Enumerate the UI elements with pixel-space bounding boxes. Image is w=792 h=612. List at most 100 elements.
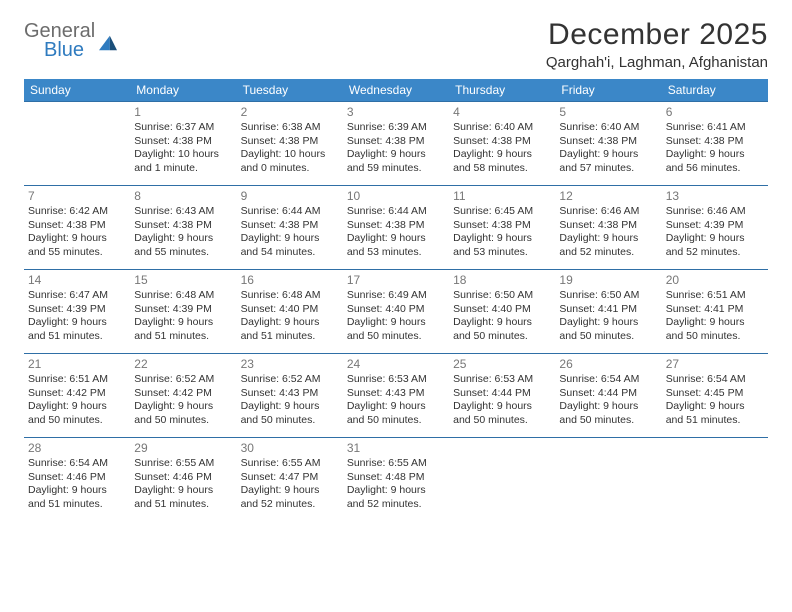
calendar-day-cell: 8Sunrise: 6:43 AMSunset: 4:38 PMDaylight… xyxy=(130,186,236,270)
sunrise-line: Sunrise: 6:44 AM xyxy=(241,205,339,219)
day-number: 1 xyxy=(134,105,232,119)
daylight-line: Daylight: 9 hours and 59 minutes. xyxy=(347,148,445,175)
day-number: 5 xyxy=(559,105,657,119)
sunrise-line: Sunrise: 6:55 AM xyxy=(241,457,339,471)
daylight-line: Daylight: 9 hours and 52 minutes. xyxy=(559,232,657,259)
day-info: Sunrise: 6:45 AMSunset: 4:38 PMDaylight:… xyxy=(453,205,551,260)
sunset-line: Sunset: 4:38 PM xyxy=(28,219,126,233)
day-info: Sunrise: 6:51 AMSunset: 4:42 PMDaylight:… xyxy=(28,373,126,428)
calendar-week-row: 1Sunrise: 6:37 AMSunset: 4:38 PMDaylight… xyxy=(24,102,768,186)
month-title: December 2025 xyxy=(546,18,768,52)
day-info: Sunrise: 6:54 AMSunset: 4:44 PMDaylight:… xyxy=(559,373,657,428)
sunset-line: Sunset: 4:44 PM xyxy=(559,387,657,401)
day-info: Sunrise: 6:52 AMSunset: 4:43 PMDaylight:… xyxy=(241,373,339,428)
daylight-line: Daylight: 9 hours and 50 minutes. xyxy=(347,400,445,427)
sunset-line: Sunset: 4:38 PM xyxy=(241,135,339,149)
sunset-line: Sunset: 4:39 PM xyxy=(28,303,126,317)
daylight-line: Daylight: 9 hours and 52 minutes. xyxy=(347,484,445,511)
sunset-line: Sunset: 4:41 PM xyxy=(559,303,657,317)
day-info: Sunrise: 6:38 AMSunset: 4:38 PMDaylight:… xyxy=(241,121,339,176)
weekday-header: Sunday xyxy=(24,79,130,102)
daylight-line: Daylight: 10 hours and 1 minute. xyxy=(134,148,232,175)
sunrise-line: Sunrise: 6:46 AM xyxy=(666,205,764,219)
calendar-day-cell xyxy=(449,438,555,522)
sunrise-line: Sunrise: 6:37 AM xyxy=(134,121,232,135)
calendar-day-cell: 1Sunrise: 6:37 AMSunset: 4:38 PMDaylight… xyxy=(130,102,236,186)
weekday-header: Wednesday xyxy=(343,79,449,102)
calendar-day-cell: 4Sunrise: 6:40 AMSunset: 4:38 PMDaylight… xyxy=(449,102,555,186)
daylight-line: Daylight: 9 hours and 55 minutes. xyxy=(134,232,232,259)
sunset-line: Sunset: 4:47 PM xyxy=(241,471,339,485)
sunset-line: Sunset: 4:39 PM xyxy=(666,219,764,233)
daylight-line: Daylight: 9 hours and 58 minutes. xyxy=(453,148,551,175)
sunset-line: Sunset: 4:40 PM xyxy=(347,303,445,317)
daylight-line: Daylight: 9 hours and 56 minutes. xyxy=(666,148,764,175)
calendar-day-cell: 16Sunrise: 6:48 AMSunset: 4:40 PMDayligh… xyxy=(237,270,343,354)
sunset-line: Sunset: 4:42 PM xyxy=(28,387,126,401)
day-number: 27 xyxy=(666,357,764,371)
sunset-line: Sunset: 4:45 PM xyxy=(666,387,764,401)
daylight-line: Daylight: 9 hours and 53 minutes. xyxy=(453,232,551,259)
calendar-week-row: 21Sunrise: 6:51 AMSunset: 4:42 PMDayligh… xyxy=(24,354,768,438)
daylight-line: Daylight: 9 hours and 51 minutes. xyxy=(134,484,232,511)
calendar-day-cell: 27Sunrise: 6:54 AMSunset: 4:45 PMDayligh… xyxy=(662,354,768,438)
sunrise-line: Sunrise: 6:55 AM xyxy=(347,457,445,471)
sunrise-line: Sunrise: 6:41 AM xyxy=(666,121,764,135)
sunset-line: Sunset: 4:42 PM xyxy=(134,387,232,401)
day-info: Sunrise: 6:55 AMSunset: 4:46 PMDaylight:… xyxy=(134,457,232,512)
calendar-week-row: 7 Sunrise: 6:42 AMSunset: 4:38 PMDaylight… xyxy=(24,186,768,270)
sunset-line: Sunset: 4:40 PM xyxy=(241,303,339,317)
day-info: Sunrise: 6:43 AMSunset: 4:38 PMDaylight:… xyxy=(134,205,232,260)
daylight-line: Daylight: 9 hours and 51 minutes. xyxy=(666,400,764,427)
day-number: 3 xyxy=(347,105,445,119)
sunrise-line: Sunrise: 6:44 AM xyxy=(347,205,445,219)
sunrise-line: Sunrise: 6:52 AM xyxy=(134,373,232,387)
day-number: 24 xyxy=(347,357,445,371)
day-number: 7 xyxy=(28,189,126,203)
sunset-line: Sunset: 4:48 PM xyxy=(347,471,445,485)
day-number: 14 xyxy=(28,273,126,287)
calendar-day-cell: 22Sunrise: 6:52 AMSunset: 4:42 PMDayligh… xyxy=(130,354,236,438)
sunrise-line: Sunrise: 6:54 AM xyxy=(28,457,126,471)
daylight-line: Daylight: 9 hours and 57 minutes. xyxy=(559,148,657,175)
sunrise-line: Sunrise: 6:45 AM xyxy=(453,205,551,219)
daylight-line: Daylight: 9 hours and 50 minutes. xyxy=(347,316,445,343)
day-number: 16 xyxy=(241,273,339,287)
day-info: Sunrise: 6:48 AMSunset: 4:39 PMDaylight:… xyxy=(134,289,232,344)
calendar-table: SundayMondayTuesdayWednesdayThursdayFrid… xyxy=(24,79,768,522)
calendar-day-cell xyxy=(24,102,130,186)
day-info: Sunrise: 6:40 AMSunset: 4:38 PMDaylight:… xyxy=(453,121,551,176)
title-block: December 2025 Qarghah'i, Laghman, Afghan… xyxy=(546,18,768,71)
calendar-day-cell: 31Sunrise: 6:55 AMSunset: 4:48 PMDayligh… xyxy=(343,438,449,522)
day-number: 2 xyxy=(241,105,339,119)
calendar-day-cell: 12Sunrise: 6:46 AMSunset: 4:38 PMDayligh… xyxy=(555,186,661,270)
daylight-line: Daylight: 9 hours and 50 minutes. xyxy=(559,400,657,427)
day-info: Sunrise: 6:42 AMSunset: 4:38 PMDaylight:… xyxy=(28,205,126,260)
sunrise-line: Sunrise: 6:49 AM xyxy=(347,289,445,303)
day-info: Sunrise: 6:41 AMSunset: 4:38 PMDaylight:… xyxy=(666,121,764,176)
calendar-day-cell: 15Sunrise: 6:48 AMSunset: 4:39 PMDayligh… xyxy=(130,270,236,354)
daylight-line: Daylight: 9 hours and 50 minutes. xyxy=(666,316,764,343)
sunrise-line: Sunrise: 6:43 AM xyxy=(134,205,232,219)
calendar-day-cell: 24 Sunrise: 6:53 AMSunset: 4:43 PMDayligh… xyxy=(343,354,449,438)
daylight-line: Daylight: 9 hours and 50 minutes. xyxy=(134,400,232,427)
sunset-line: Sunset: 4:38 PM xyxy=(559,135,657,149)
calendar-day-cell: 6Sunrise: 6:41 AMSunset: 4:38 PMDaylight… xyxy=(662,102,768,186)
daylight-line: Daylight: 9 hours and 51 minutes. xyxy=(241,316,339,343)
day-number: 12 xyxy=(559,189,657,203)
day-number: 11 xyxy=(453,189,551,203)
day-number: 10 xyxy=(347,189,445,203)
sunset-line: Sunset: 4:43 PM xyxy=(241,387,339,401)
weekday-header: Friday xyxy=(555,79,661,102)
day-number: 28 xyxy=(28,441,126,455)
calendar-day-cell xyxy=(555,438,661,522)
sunset-line: Sunset: 4:38 PM xyxy=(666,135,764,149)
day-number: 13 xyxy=(666,189,764,203)
weekday-header: Monday xyxy=(130,79,236,102)
day-number: 25 xyxy=(453,357,551,371)
calendar-day-cell: 30Sunrise: 6:55 AMSunset: 4:47 PMDayligh… xyxy=(237,438,343,522)
daylight-line: Daylight: 9 hours and 50 minutes. xyxy=(28,400,126,427)
daylight-line: Daylight: 9 hours and 51 minutes. xyxy=(134,316,232,343)
day-info: Sunrise: 6:53 AMSunset: 4:43 PMDaylight:… xyxy=(347,373,445,428)
calendar-day-cell: 9Sunrise: 6:44 AMSunset: 4:38 PMDaylight… xyxy=(237,186,343,270)
